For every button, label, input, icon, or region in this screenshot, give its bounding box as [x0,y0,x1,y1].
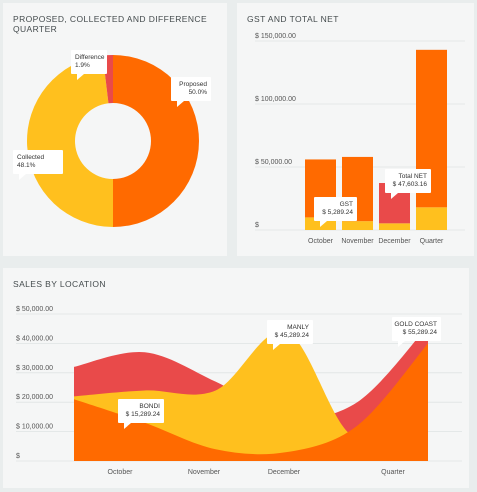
sales-area-bondi [74,343,428,461]
donut-label-difference-line-1: 1.9% [75,62,90,69]
gst-chart-title: GST AND TOTAL NET [247,14,339,24]
donut-label-difference-line-0: Difference [75,54,105,61]
gst-tooltip-gst-pointer [320,221,327,227]
donut-label-collected-box [13,150,63,174]
sales-area-chart: $ $ 10,000.00 $ 20,000.00 $ 30,000.00 $ 40,0… [16,306,462,476]
donut-slice-collected [26,55,113,228]
gst-ytick-0: $ [255,222,259,229]
donut-label-collected-pointer [19,174,26,180]
sales-tooltip-manly: MANLY$ 45,289.24 [267,320,313,350]
sales-tooltip-bondi-line-0: BONDI [139,403,160,410]
sales-tooltip-bondi-box [118,399,164,423]
gst-tooltip-total-net-line-0: Total NET [398,173,427,180]
sales-ytick-1: $ 10,000.00 [16,424,53,431]
sales-tooltip-manly-line-1: $ 45,289.24 [275,332,310,339]
donut-label-proposed-box [171,77,211,101]
sales-xtick-0: October [108,469,134,476]
donut-label-proposed-pointer [177,101,184,107]
sales-tooltip-gold-coast-line-1: $ 55,289.24 [403,329,438,336]
gst-bar-november-gst [342,221,373,230]
gst-tooltip-total-net: Total NET$ 47,603.16 [385,169,431,199]
sales-tooltip-manly-pointer [273,344,280,350]
sales-ytick-2: $ 20,000.00 [16,394,53,401]
donut-label-proposed-line-1: 50.0% [189,89,208,96]
gst-ytick-3: $ 150,000.00 [255,33,296,40]
donut-label-proposed-line-0: Proposed [179,81,207,88]
donut-chart-card: PROPOSED, COLLECTED AND DIFFERENCE QUART… [3,3,227,256]
gst-bar-quarter-gst [416,207,447,230]
sales-xtick-2: December [268,469,301,476]
gst-xtick-1: November [341,238,374,245]
sales-ytick-3: $ 30,000.00 [16,365,53,372]
sales-tooltip-bondi: BONDI$ 15,289.24 [118,399,164,429]
gst-tooltip-gst-box [314,197,357,221]
sales-ytick-4: $ 40,000.00 [16,335,53,342]
donut-label-difference-box [71,50,107,74]
sales-tooltip-bondi-line-1: $ 15,289.24 [126,411,161,418]
sales-area-manly [74,330,428,461]
sales-chart-title: SALES BY LOCATION [13,279,106,289]
sales-tooltip-bondi-pointer [124,423,131,429]
gst-xtick-3: Quarter [420,238,444,245]
sales-tooltip-gold-coast: GOLD COAST$ 55,289.24 [392,317,441,347]
gst-xtick-2: December [378,238,411,245]
gst-tooltip-gst-line-0: GST [340,201,353,208]
donut-label-difference-pointer [77,74,84,80]
sales-tooltip-manly-line-0: MANLY [287,324,310,331]
sales-xtick-3: Quarter [381,469,405,476]
gst-ytick-2: $ 100,000.00 [255,96,296,103]
sales-chart-card: SALES BY LOCATION $ $ 10,000.00 $ 20,000.0… [3,268,469,488]
gst-xtick-0: October [308,238,334,245]
gst-bar-december-gst [379,223,410,230]
donut-chart-title: PROPOSED, COLLECTED AND DIFFERENCE QUART… [13,14,208,34]
gst-tooltip-total-net-line-1: $ 47,603.16 [393,181,428,188]
sales-tooltip-gold-coast-pointer [398,341,405,347]
sales-xtick-1: November [188,469,221,476]
gst-ytick-1: $ 50,000.00 [255,159,292,166]
gst-chart-card: GST AND TOTAL NET $ $ 50,000.00 $ 100,000.… [237,3,474,256]
sales-ytick-5: $ 50,000.00 [16,306,53,313]
gst-tooltip-gst: GST$ 5,289.24 [314,197,357,227]
sales-tooltip-gold-coast-line-0: GOLD COAST [394,321,437,328]
sales-tooltip-manly-box [267,320,313,344]
gst-tooltip-gst-line-1: $ 5,289.24 [322,209,353,216]
donut-label-collected-line-0: Collected [17,154,44,161]
gst-tooltip-total-net-pointer [391,193,398,199]
gst-bar-chart: $ $ 50,000.00 $ 100,000.00 $ 150,000.00 Octo… [255,33,465,245]
gst-tooltip-total-net-box [385,169,431,193]
sales-ytick-0: $ [16,453,20,460]
sales-tooltip-gold-coast-box [392,317,441,341]
donut-label-collected-line-1: 48.1% [17,162,36,169]
